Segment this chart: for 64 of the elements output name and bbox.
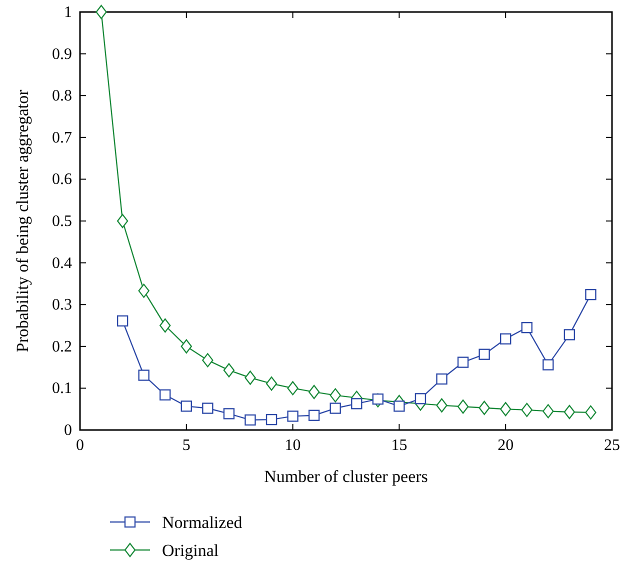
x-axis-title: Number of cluster peers <box>264 467 428 486</box>
point <box>138 284 150 298</box>
point <box>478 400 490 415</box>
point <box>436 398 448 412</box>
point <box>223 408 235 420</box>
point <box>372 393 384 405</box>
y-tick-label: 0.1 <box>52 380 72 398</box>
point <box>160 389 171 400</box>
point <box>436 373 448 385</box>
point <box>521 402 532 418</box>
y-tick-label: 0.5 <box>52 213 72 230</box>
x-tick-label: 25 <box>604 437 620 454</box>
point <box>180 400 192 412</box>
legend-label: Normalized <box>162 513 243 532</box>
point <box>521 322 532 334</box>
y-tick-label: 0.7 <box>52 129 72 146</box>
y-tick-label: 0.2 <box>52 338 72 356</box>
point <box>308 410 320 421</box>
point <box>202 353 214 368</box>
point <box>585 288 596 300</box>
legend-label: Original <box>162 541 219 560</box>
point <box>266 414 278 426</box>
point <box>330 402 341 414</box>
x-tick-label: 5 <box>182 437 190 454</box>
y-tick-label: 0.6 <box>52 171 72 188</box>
point <box>244 414 256 426</box>
point <box>138 370 150 381</box>
x-tick-label: 0 <box>76 437 84 454</box>
x-tick-label: 15 <box>391 437 408 454</box>
point <box>351 398 362 410</box>
point <box>223 363 235 378</box>
point <box>287 381 298 396</box>
y-tick-label: 0.9 <box>52 46 72 63</box>
point <box>96 4 107 20</box>
point <box>500 333 512 344</box>
point <box>394 400 405 412</box>
point <box>478 348 490 360</box>
point <box>266 376 278 391</box>
point <box>202 402 214 414</box>
point <box>330 388 341 402</box>
point <box>244 370 256 385</box>
point <box>116 315 128 326</box>
y-tick-label: 0 <box>64 422 72 439</box>
point <box>564 329 576 340</box>
y-axis-title: Probability of being cluster aggregator <box>13 89 32 352</box>
point <box>542 359 554 370</box>
x-tick-label: 10 <box>284 437 301 454</box>
x-tick-label: 20 <box>498 437 514 454</box>
point <box>180 339 192 354</box>
point <box>287 410 298 422</box>
point <box>564 404 576 420</box>
point <box>457 356 469 368</box>
point <box>414 393 426 404</box>
point <box>160 318 171 333</box>
y-tick-label: 1 <box>64 4 72 21</box>
y-tick-label: 0.3 <box>52 296 72 314</box>
point <box>308 384 320 400</box>
y-tick-label: 0.8 <box>52 88 72 105</box>
point <box>542 404 554 418</box>
point <box>585 405 596 420</box>
point <box>457 399 469 414</box>
point <box>116 214 128 228</box>
y-tick-label: 0.4 <box>52 254 72 272</box>
point <box>500 402 512 416</box>
